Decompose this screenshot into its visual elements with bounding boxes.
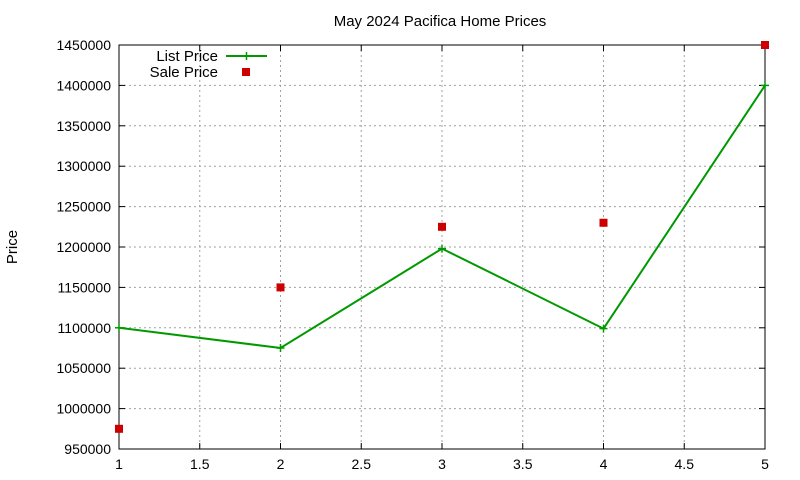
y-tick-label: 1450000 [56, 37, 111, 53]
data-point [438, 244, 446, 253]
x-tick-label: 3 [438, 456, 446, 472]
y-tick-label: 1350000 [56, 118, 111, 134]
data-point [276, 344, 285, 352]
x-tick-label: 4.5 [675, 456, 695, 472]
x-tick-label: 3.5 [513, 456, 533, 472]
data-point [761, 81, 769, 90]
data-point [115, 323, 123, 332]
y-tick-label: 1250000 [56, 199, 111, 215]
legend-label: Sale Price [150, 64, 218, 81]
y-tick-label: 1200000 [56, 239, 111, 255]
y-tick-label: 1050000 [56, 360, 111, 376]
data-point [599, 324, 608, 333]
legend-item-sale-price: Sale Price [150, 64, 250, 81]
series-list-price [115, 81, 769, 352]
x-tick-label: 5 [761, 456, 769, 472]
y-tick-label: 1000000 [56, 401, 111, 417]
data-point [438, 222, 446, 231]
data-point [599, 218, 608, 227]
legend-swatch-marker [242, 68, 250, 76]
y-tick-label: 1100000 [58, 320, 112, 336]
chart-title: May 2024 Pacifica Home Prices [334, 13, 547, 30]
series-layer [115, 41, 769, 433]
y-tick-label: 950000 [64, 441, 111, 457]
legend-label: List Price [156, 48, 218, 65]
data-point [761, 41, 769, 49]
legend-item-list-price: List Price [156, 48, 267, 65]
data-point [276, 283, 285, 292]
y-axis-label: Price [4, 230, 21, 264]
series-sale-price [115, 41, 769, 433]
y-tick-label: 1400000 [56, 77, 111, 93]
y-tick-label: 1150000 [58, 279, 112, 295]
x-tick-label: 2 [277, 456, 285, 472]
legend-swatch-marker [242, 52, 251, 60]
x-tick-label: 1 [115, 456, 123, 472]
y-tick-label: 1300000 [56, 158, 111, 174]
x-tick-label: 4 [600, 456, 608, 472]
data-point [115, 424, 123, 433]
x-tick-label: 2.5 [352, 456, 372, 472]
axes: 1 1.5 2 2.5 3 3.5 4 4.5 5 950000 1000000 1050000 110… [56, 37, 769, 472]
x-tick-label: 1.5 [190, 456, 210, 472]
